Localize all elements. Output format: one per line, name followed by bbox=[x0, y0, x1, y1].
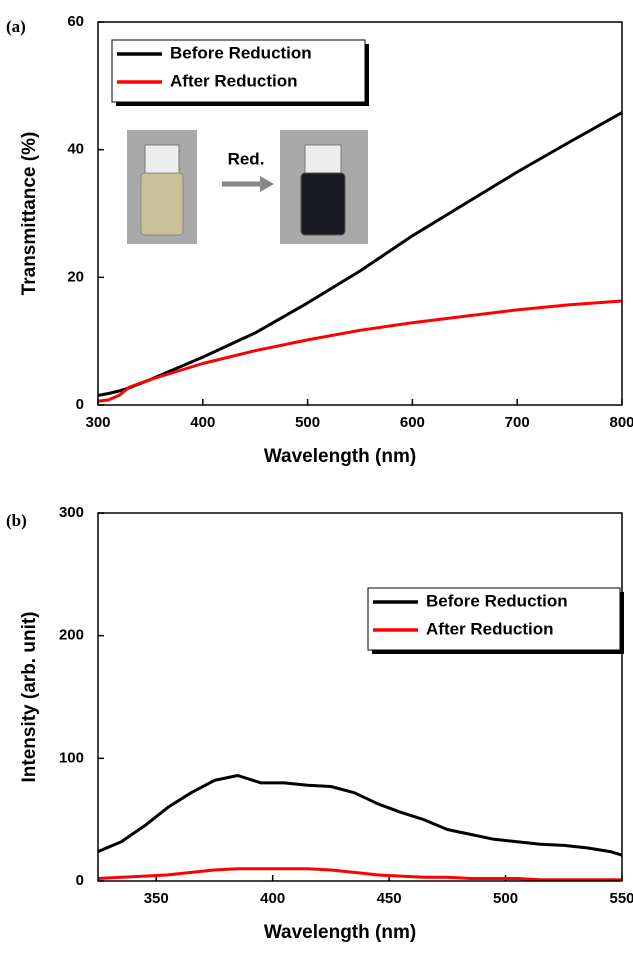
data-line bbox=[97, 299, 623, 403]
x-axis-title: Wavelength (nm) bbox=[264, 922, 416, 943]
panel-label: (a) bbox=[6, 17, 26, 36]
x-tick-label: 550 bbox=[609, 890, 633, 907]
x-tick-label: 400 bbox=[260, 890, 285, 907]
data-line bbox=[97, 867, 622, 882]
y-tick-label: 200 bbox=[59, 627, 84, 644]
annotation: Red. bbox=[228, 149, 265, 168]
x-tick-label: 400 bbox=[190, 414, 215, 431]
x-tick-label: 450 bbox=[377, 890, 402, 907]
x-tick-label: 350 bbox=[144, 890, 169, 907]
vial-cap bbox=[144, 144, 180, 174]
y-tick-label: 20 bbox=[67, 268, 84, 285]
y-tick-label: 0 bbox=[76, 872, 84, 889]
inset: Red. bbox=[127, 130, 368, 244]
y-tick-label: 0 bbox=[76, 396, 84, 413]
y-axis-title: Intensity (arb. unit) bbox=[19, 612, 40, 783]
data-line bbox=[97, 111, 623, 397]
vial-body bbox=[300, 172, 346, 236]
y-tick-label: 60 bbox=[67, 13, 84, 30]
legend-label: Before Reduction bbox=[170, 43, 312, 62]
x-axis-title: Wavelength (nm) bbox=[264, 446, 416, 467]
vial-body bbox=[140, 172, 184, 236]
panel-label: (b) bbox=[6, 511, 27, 530]
y-tick-label: 100 bbox=[59, 749, 84, 766]
data-line bbox=[97, 774, 623, 857]
legend-label: After Reduction bbox=[426, 619, 554, 638]
x-tick-label: 300 bbox=[85, 414, 110, 431]
y-tick-label: 40 bbox=[67, 141, 84, 158]
x-tick-label: 600 bbox=[400, 414, 425, 431]
legend-label: Before Reduction bbox=[426, 591, 568, 610]
x-tick-label: 700 bbox=[505, 414, 530, 431]
vial-cap bbox=[304, 144, 342, 174]
x-tick-label: 800 bbox=[609, 414, 633, 431]
arrow-head bbox=[260, 176, 274, 192]
legend-box bbox=[367, 587, 621, 651]
plot-frame bbox=[97, 21, 623, 406]
x-tick-label: 500 bbox=[295, 414, 320, 431]
y-tick-label: 300 bbox=[59, 504, 84, 521]
legend-label: After Reduction bbox=[170, 71, 298, 90]
x-tick-label: 500 bbox=[493, 890, 518, 907]
y-axis-title: Transmittance (%) bbox=[19, 132, 40, 296]
plot-frame bbox=[97, 512, 623, 882]
legend-box bbox=[111, 39, 366, 103]
